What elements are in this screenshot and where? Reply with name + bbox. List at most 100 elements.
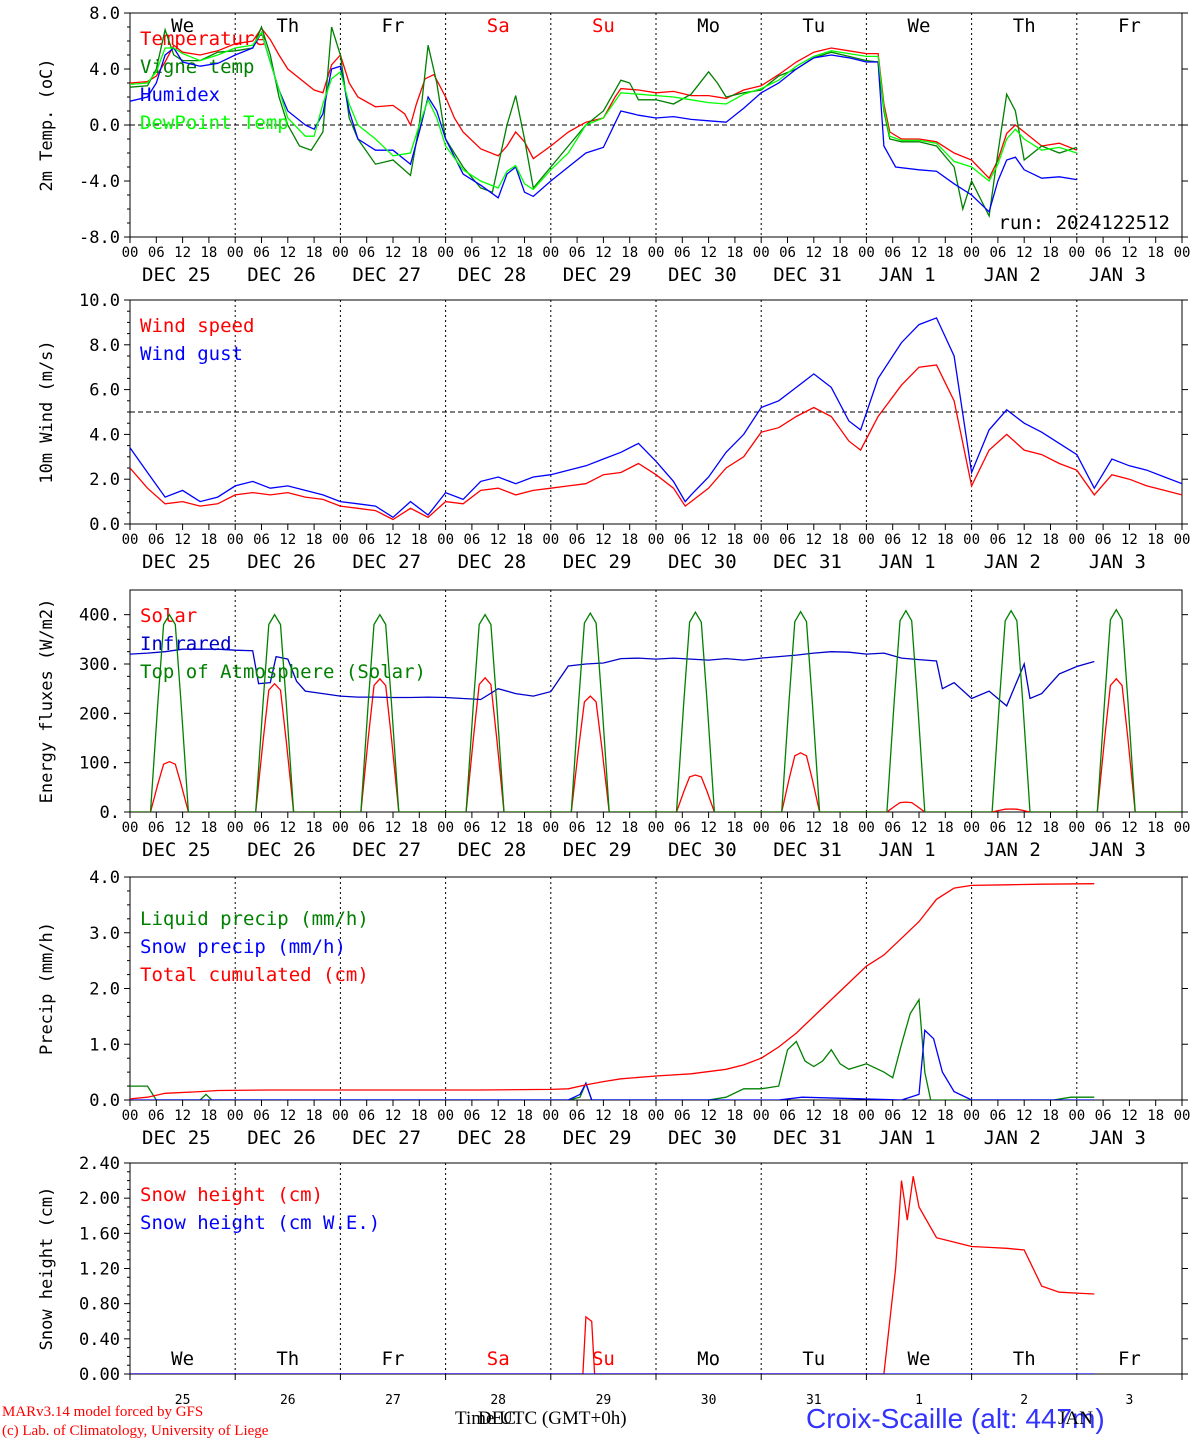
y-tick-label: 0.00	[79, 1365, 120, 1385]
y-tick-label: 0.0	[89, 515, 120, 535]
x-date-label: DEC 30	[668, 1127, 737, 1149]
y-axis-label: Snow height (cm)	[37, 1187, 57, 1351]
y-tick-label: 4.0	[89, 60, 120, 80]
x-hour-label: 00	[648, 1108, 665, 1124]
y-tick-label: 10.0	[79, 291, 120, 311]
y-tick-label: 200.	[79, 704, 120, 724]
x-hour-label: 18	[1042, 1108, 1059, 1124]
x-hour-label: 00	[648, 820, 665, 836]
x-hour-label: 06	[674, 820, 691, 836]
x-hour-label: 06	[779, 1108, 796, 1124]
x-hour-label: 06	[148, 1108, 165, 1124]
y-tick-label: 0.0	[89, 116, 120, 136]
x-hour-label: 06	[569, 532, 586, 548]
x-hour-label: 12	[805, 245, 822, 261]
weekday-label: We	[908, 1348, 931, 1370]
y-tick-label: 0.	[100, 803, 120, 823]
weekday-label: Sa	[487, 1348, 510, 1370]
x-hour-label: 12	[385, 1108, 402, 1124]
x-hour-label: 12	[1121, 1108, 1138, 1124]
x-hour-label: 18	[726, 245, 743, 261]
x-hour-label: 12	[279, 820, 296, 836]
x-date-label: DEC 29	[563, 264, 632, 286]
y-axis-label: Precip (mm/h)	[37, 922, 57, 1055]
x-date-label: JAN 2	[984, 1127, 1041, 1149]
x-hour-label: 00	[122, 1108, 139, 1124]
x-date-label: JAN 1	[878, 264, 935, 286]
series-line-4-2	[130, 1028, 1095, 1100]
x-hour-label: 18	[1042, 532, 1059, 548]
x-hour-label: 12	[911, 245, 928, 261]
legend-entry: Temperature	[140, 28, 266, 50]
x-date-label: JAN 3	[1089, 551, 1146, 573]
y-tick-label: 2.40	[79, 1154, 120, 1174]
x-hour-label: 12	[595, 820, 612, 836]
x-hour-label: 00	[1068, 532, 1085, 548]
x-hour-label: 18	[1042, 245, 1059, 261]
x-hour-label: 06	[358, 820, 375, 836]
x-hour-label: 12	[385, 820, 402, 836]
weekday-label: Tu	[802, 15, 825, 37]
x-date-label: DEC 29	[563, 839, 632, 861]
x-hour-label: 06	[779, 532, 796, 548]
x-hour-label: 00	[332, 532, 349, 548]
x-hour-label: 12	[490, 1108, 507, 1124]
x-day-number: 29	[596, 1393, 612, 1408]
legend-entry: Vigne temp	[140, 56, 254, 78]
weekday-label: Th	[1013, 15, 1036, 37]
x-hour-label: 00	[1068, 245, 1085, 261]
x-date-label: DEC 25	[142, 264, 211, 286]
y-tick-label: 4.0	[89, 425, 120, 445]
x-date-label: JAN 3	[1089, 839, 1146, 861]
x-hour-label: 06	[1095, 532, 1112, 548]
x-hour-label: 00	[753, 245, 770, 261]
x-hour-label: 00	[648, 532, 665, 548]
x-hour-label: 06	[463, 532, 480, 548]
x-hour-label: 06	[148, 820, 165, 836]
chart-panel-2: 10.0 8.0 6.0 4.0 2.0 0.0 10m Wind (m/s) 00 06 12 1…	[37, 291, 1190, 573]
x-hour-label: 00	[332, 245, 349, 261]
y-axis-label: 2m Temp. (oC)	[37, 58, 57, 191]
x-hour-label: 18	[1147, 532, 1164, 548]
x-hour-label: 18	[726, 820, 743, 836]
x-hour-label: 18	[411, 245, 428, 261]
x-hour-label: 12	[911, 532, 928, 548]
x-hour-label: 18	[1147, 1108, 1164, 1124]
y-tick-label: 2.0	[89, 980, 120, 1000]
x-day-number: 31	[806, 1393, 822, 1408]
weekday-label: Th	[1013, 1348, 1036, 1370]
legend-entry: Wind gust	[140, 343, 243, 365]
series-line-3-3	[130, 608, 1182, 812]
x-hour-label: 18	[200, 1108, 217, 1124]
x-hour-label: 06	[884, 1108, 901, 1124]
series-line-4-1	[130, 997, 1095, 1100]
x-date-label: DEC 25	[142, 839, 211, 861]
x-date-label: DEC 27	[352, 1127, 421, 1149]
x-hour-label: 12	[911, 820, 928, 836]
x-hour-label: 18	[306, 1108, 323, 1124]
chart-panel-4: 4.0 3.0 2.0 1.0 0.0 Precip (mm/h) 00 06 12 18 00 06…	[37, 868, 1190, 1149]
y-tick-label: 6.0	[89, 381, 120, 401]
x-hour-label: 00	[858, 532, 875, 548]
x-hour-label: 12	[700, 532, 717, 548]
weekday-label: Su	[592, 1348, 615, 1370]
x-day-number: 30	[701, 1393, 717, 1408]
series-line-3-1	[130, 676, 1182, 812]
x-hour-label: 00	[227, 532, 244, 548]
x-date-label: DEC 27	[352, 264, 421, 286]
x-hour-label: 18	[200, 245, 217, 261]
x-hour-label: 18	[832, 245, 849, 261]
weekday-label: We	[908, 15, 931, 37]
y-tick-label: 0.40	[79, 1330, 120, 1350]
x-date-label: DEC 25	[142, 1127, 211, 1149]
y-axis-label: Energy fluxes (W/m2)	[37, 599, 57, 804]
x-hour-label: 12	[174, 820, 191, 836]
x-hour-label: 00	[122, 820, 139, 836]
y-tick-label: 1.20	[79, 1260, 120, 1280]
x-hour-label: 06	[884, 820, 901, 836]
x-hour-label: 00	[963, 532, 980, 548]
x-hour-label: 18	[1147, 820, 1164, 836]
weekday-label: We	[171, 1348, 194, 1370]
legend-entry: Snow height (cm W.E.)	[140, 1212, 380, 1234]
